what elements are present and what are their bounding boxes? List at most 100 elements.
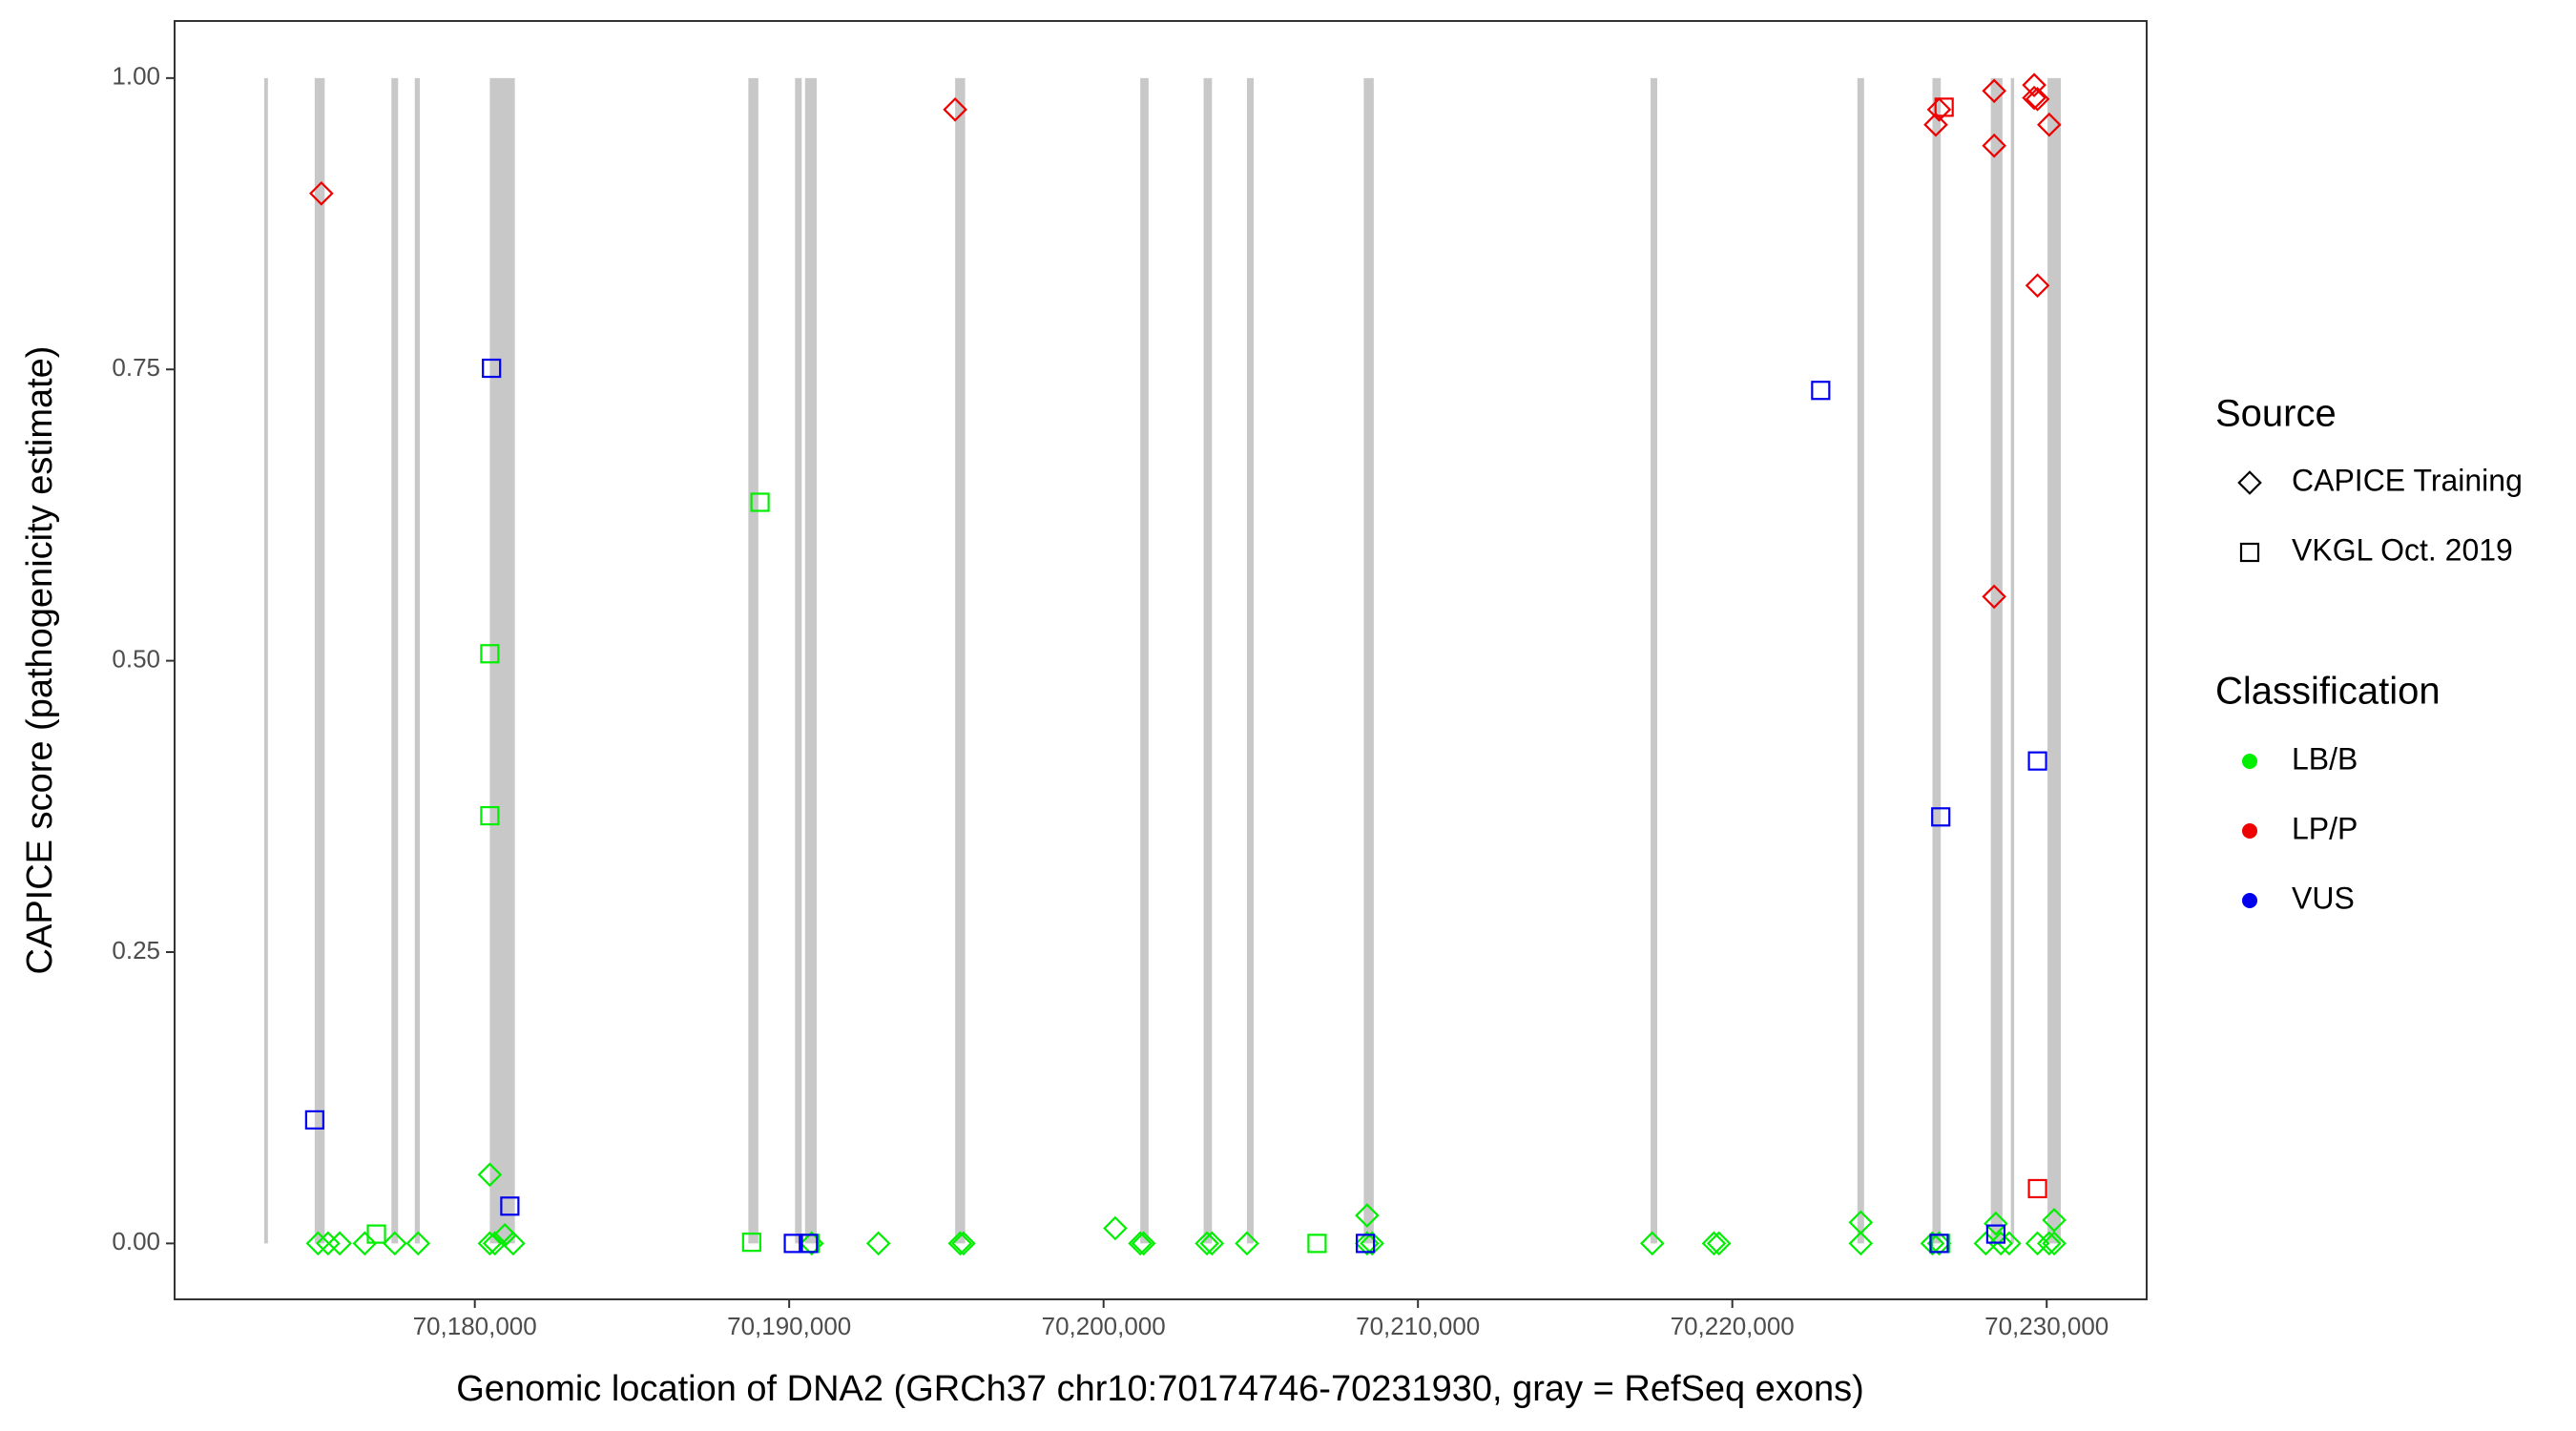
point bbox=[2037, 1231, 2062, 1256]
point bbox=[1355, 1203, 1380, 1228]
point bbox=[366, 1224, 386, 1244]
exon bbox=[263, 77, 268, 1244]
point bbox=[1931, 807, 1951, 827]
x-axis-title: Genomic location of DNA2 (GRCh37 chr10:7… bbox=[456, 1369, 1864, 1409]
point bbox=[2042, 1231, 2067, 1256]
legend-title: Source bbox=[2215, 393, 2337, 435]
x-tick-label: 70,190,000 bbox=[727, 1312, 851, 1340]
point bbox=[500, 1196, 520, 1216]
point bbox=[1103, 1215, 1128, 1241]
point bbox=[477, 1231, 503, 1256]
point bbox=[1307, 1234, 1327, 1254]
exon bbox=[795, 77, 802, 1244]
x-tick-label: 70,230,000 bbox=[1984, 1312, 2109, 1340]
exon bbox=[1247, 77, 1255, 1244]
point bbox=[1811, 381, 1831, 401]
point bbox=[1360, 1231, 1384, 1256]
point bbox=[1988, 1231, 2013, 1256]
exon bbox=[804, 77, 818, 1244]
y-tick-label: 1.00 bbox=[112, 62, 160, 91]
point bbox=[352, 1231, 378, 1256]
point bbox=[1199, 1231, 1225, 1256]
legend-key bbox=[2242, 893, 2257, 908]
point bbox=[1923, 112, 1948, 137]
exon bbox=[1140, 77, 1149, 1244]
point bbox=[1706, 1231, 1732, 1256]
point bbox=[305, 1231, 331, 1256]
exon bbox=[1363, 77, 1374, 1244]
point bbox=[1984, 1211, 2008, 1236]
point bbox=[382, 1231, 407, 1256]
point bbox=[477, 1162, 503, 1188]
legend-key bbox=[2239, 542, 2260, 563]
exon bbox=[414, 77, 420, 1244]
legend-label: CAPICE Training bbox=[2292, 463, 2523, 497]
exon bbox=[1932, 77, 1942, 1244]
y-tick-label: 0.75 bbox=[112, 353, 160, 382]
legend-label: VKGL Oct. 2019 bbox=[2292, 532, 2513, 567]
point bbox=[1131, 1231, 1156, 1256]
point bbox=[799, 1234, 819, 1254]
point bbox=[2022, 73, 2046, 97]
point bbox=[1997, 1231, 2022, 1256]
point bbox=[2025, 273, 2050, 299]
point bbox=[1982, 78, 2006, 104]
legend-key bbox=[2242, 754, 2257, 769]
y-tick-label: 0.00 bbox=[112, 1227, 160, 1255]
point bbox=[501, 1231, 526, 1256]
point bbox=[480, 805, 500, 826]
point bbox=[316, 1231, 341, 1256]
point bbox=[482, 358, 502, 379]
y-tick-label: 0.50 bbox=[112, 644, 160, 673]
point bbox=[1920, 1231, 1945, 1256]
point bbox=[1982, 133, 2006, 158]
point bbox=[1929, 1234, 1949, 1254]
point bbox=[943, 97, 967, 122]
point bbox=[750, 492, 770, 512]
point bbox=[2042, 1208, 2067, 1233]
y-axis-title: CAPICE score (pathogenicity estimate) bbox=[20, 346, 60, 975]
point bbox=[2025, 1231, 2050, 1256]
exon bbox=[489, 77, 515, 1244]
point bbox=[1639, 1231, 1665, 1256]
legend-key bbox=[2237, 470, 2262, 495]
point bbox=[482, 1231, 508, 1256]
point bbox=[1934, 97, 1954, 117]
x-tick-label: 70,180,000 bbox=[413, 1312, 537, 1340]
point bbox=[1195, 1231, 1219, 1256]
point bbox=[951, 1231, 976, 1256]
point bbox=[1356, 1234, 1376, 1254]
exon bbox=[1990, 77, 2003, 1244]
legend-key bbox=[2242, 823, 2257, 839]
point bbox=[2022, 85, 2046, 111]
point bbox=[327, 1231, 352, 1256]
point bbox=[2037, 112, 2062, 137]
exon bbox=[1857, 77, 1864, 1244]
point bbox=[1235, 1231, 1259, 1256]
point bbox=[480, 644, 500, 664]
point bbox=[2027, 751, 2047, 771]
x-tick-label: 70,200,000 bbox=[1042, 1312, 1166, 1340]
point bbox=[1848, 1231, 1874, 1256]
plot-border bbox=[174, 20, 2148, 1300]
point bbox=[304, 1110, 324, 1130]
legend-label: VUS bbox=[2292, 881, 2355, 915]
exon bbox=[2010, 77, 2015, 1244]
exon bbox=[955, 77, 966, 1244]
point bbox=[783, 1234, 803, 1254]
point bbox=[405, 1231, 431, 1256]
legend-label: LP/P bbox=[2292, 811, 2358, 845]
point bbox=[2025, 87, 2050, 112]
y-tick-label: 0.25 bbox=[112, 936, 160, 964]
legend-label: LB/B bbox=[2292, 741, 2358, 776]
exon bbox=[391, 77, 399, 1244]
exon bbox=[1651, 77, 1658, 1244]
x-tick-label: 70,210,000 bbox=[1356, 1312, 1480, 1340]
point bbox=[1128, 1231, 1153, 1256]
legend-title: Classification bbox=[2215, 671, 2441, 713]
point bbox=[865, 1231, 891, 1256]
point bbox=[1985, 1224, 2006, 1244]
point bbox=[741, 1233, 761, 1253]
point bbox=[1701, 1231, 1727, 1256]
exon bbox=[2047, 77, 2062, 1244]
